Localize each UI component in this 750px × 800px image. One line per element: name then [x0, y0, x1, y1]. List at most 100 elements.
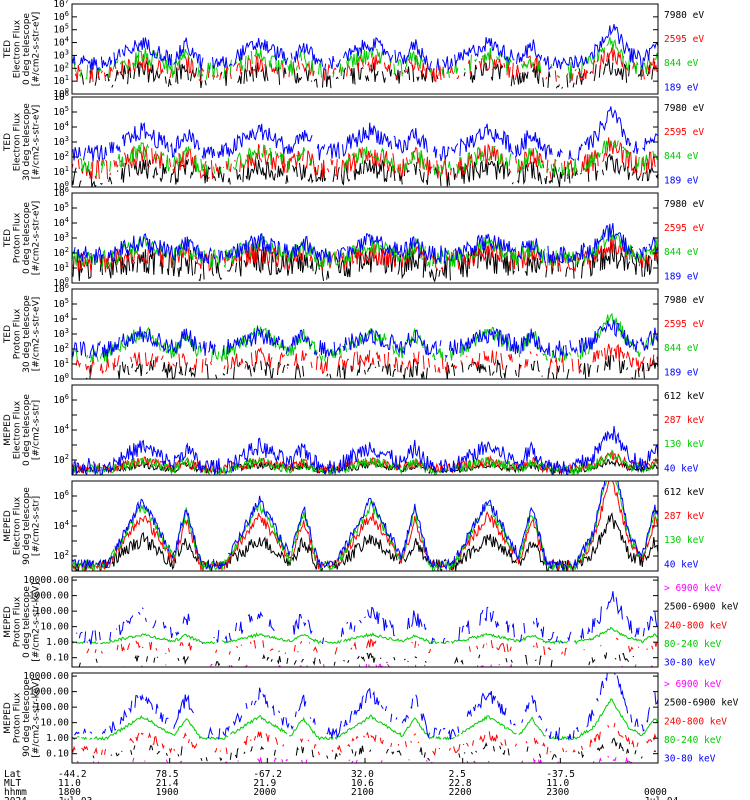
series-4-3: [72, 426, 658, 475]
ytick-label-1-1: 101: [53, 165, 69, 178]
series-line-1-2: [79, 140, 658, 177]
ytick-label-3-6: 106: [53, 282, 69, 295]
series-line-1-0: [72, 153, 658, 187]
ytick-label-6-1: 1.00: [46, 637, 69, 648]
series-1-1: [72, 137, 658, 179]
ylabel-5: MEPEDElectron Flux90 deg telescope[#/cm2…: [3, 487, 42, 565]
series-6-2: [86, 637, 658, 656]
legend-3-1: 2595 eV: [664, 319, 704, 330]
series-7-0: [77, 756, 658, 766]
legend-1-3: 189 eV: [664, 175, 699, 186]
ylabel-2: TEDProton Flux0 deg telescope[#/cm2-s-st…: [3, 201, 42, 276]
ytick-label-3-0: 100: [53, 372, 69, 385]
legend-7-2: 240-800 keV: [664, 716, 727, 727]
series-line-7-4: [74, 673, 658, 742]
legend-3-2: 844 eV: [664, 343, 699, 354]
series-0-2: [73, 36, 658, 80]
series-6-4: [75, 591, 658, 645]
ytick-label-3-4: 104: [53, 312, 69, 325]
xtick-mlt-3: 10.6: [351, 778, 374, 789]
legend-2-3: 189 eV: [664, 271, 699, 282]
xtick-lat-1: 78.5: [156, 769, 179, 780]
ylabel-1: TEDElectron Flux30 deg telescope[#/cm2-s…: [3, 103, 42, 181]
ytick-label-2-1: 101: [53, 261, 69, 274]
xrow-label-3: 2024: [4, 796, 27, 800]
legend-4-3: 40 keV: [664, 463, 699, 474]
xtick-mlt-4: 22.8: [449, 778, 472, 789]
xtick-hhmm-4: 2200: [449, 787, 472, 798]
series-2-0: [72, 239, 658, 283]
series-5-2: [72, 481, 658, 571]
ytick-label-0-2: 102: [53, 61, 69, 74]
series-line-6-4: [75, 591, 658, 645]
ytick-label-0-3: 103: [53, 48, 69, 61]
series-line-7-1: [92, 737, 657, 762]
xtick-mlt-0: 11.0: [58, 778, 81, 789]
legend-1-0: 7980 eV: [664, 103, 704, 114]
ytick-label-2-5: 105: [53, 201, 69, 214]
series-1-3: [72, 106, 658, 163]
legend-4-0: 612 keV: [664, 391, 704, 402]
ytick-label-4-5: 106: [53, 393, 69, 406]
series-1-2: [79, 140, 658, 177]
series-7-1: [92, 737, 657, 762]
ylabel-4: MEPEDElectron Flux0 deg telescope[#/cm2-…: [3, 394, 42, 466]
legend-1-2: 844 eV: [664, 151, 699, 162]
ytick-label-1-6: 106: [53, 90, 69, 103]
legend-0-3: 189 eV: [664, 82, 699, 93]
xtick-lat-4: 2.5: [449, 769, 466, 780]
panel-3: 100 101 102 103 104 105 106 TEDProton Flux30 de…: [3, 282, 704, 385]
legend-5-3: 40 keV: [664, 559, 699, 570]
series-line-1-1: [72, 137, 658, 179]
ytick-label-5-3: 104: [53, 519, 69, 532]
series-3-1: [75, 343, 658, 375]
ytick-label-0-1: 101: [53, 74, 69, 87]
ytick-label-7-4: 1000.00: [29, 687, 69, 698]
ytick-label-5-5: 106: [53, 489, 69, 502]
legend-2-0: 7980 eV: [664, 199, 704, 210]
legend-7-1: 2500-6900 keV: [664, 698, 739, 709]
ytick-label-2-4: 104: [53, 216, 69, 229]
legend-6-3: 80-240 keV: [664, 639, 721, 650]
xtick-hhmm-5: 2300: [546, 787, 569, 798]
panel-5: 102 104 106 MEPEDElectron Flux90 deg telesc…: [3, 480, 704, 572]
legend-5-0: 612 keV: [664, 487, 704, 498]
xtick-mlt-5: 11.0: [546, 778, 569, 789]
series-line-1-3: [72, 106, 658, 163]
ylabel-6: MEPEDProton Flux0 deg telescope[#/cm2-s-…: [3, 582, 42, 661]
xtick-hhmm-0: 1800: [58, 787, 81, 798]
xtick-hhmm-1: 1900: [156, 787, 179, 798]
series-line-2-0: [72, 239, 658, 283]
ytick-label-3-2: 102: [53, 342, 69, 355]
ylabel-3: TEDProton Flux30 deg telescope[#/cm2-s-s…: [3, 295, 42, 373]
ytick-label-1-5: 105: [53, 105, 69, 118]
series-line-7-0: [77, 756, 658, 766]
ytick-label-2-3: 103: [53, 231, 69, 244]
panel-frame-5: [71, 480, 659, 572]
legend-0-2: 844 eV: [664, 58, 699, 69]
xrow-label-0: Lat: [4, 769, 21, 780]
series-line-0-2: [73, 36, 658, 80]
legend-0-0: 7980 eV: [664, 10, 704, 21]
series-line-4-3: [72, 426, 658, 475]
panel-6: 0.10 1.00 10.00 100.00 1000.00 10000.00MEPEDP…: [3, 575, 739, 668]
series-1-0: [72, 153, 658, 187]
legend-3-0: 7980 eV: [664, 295, 704, 306]
xtick-mlt-2: 21.9: [253, 778, 276, 789]
legend-6-0: > 6900 keV: [664, 583, 721, 594]
ylabel-0: TEDElectron Flux0 deg telescope[#/cm2-s-…: [3, 12, 42, 87]
series-line-5-1: [72, 481, 658, 571]
ytick-label-3-1: 101: [53, 357, 69, 370]
ytick-label-0-4: 104: [53, 36, 69, 49]
ytick-label-3-3: 103: [53, 327, 69, 340]
series-5-1: [72, 481, 658, 571]
legend-5-2: 130 keV: [664, 535, 704, 546]
series-7-4: [74, 673, 658, 742]
series-line-7-3: [72, 698, 658, 741]
legend-7-0: > 6900 keV: [664, 679, 721, 690]
ytick-label-7-5: 10000.00: [23, 671, 69, 682]
xtick-hhmm-6: 0000: [644, 787, 667, 798]
ytick-label-6-3: 100.00: [35, 606, 70, 617]
panel-frame-0: [71, 3, 659, 95]
